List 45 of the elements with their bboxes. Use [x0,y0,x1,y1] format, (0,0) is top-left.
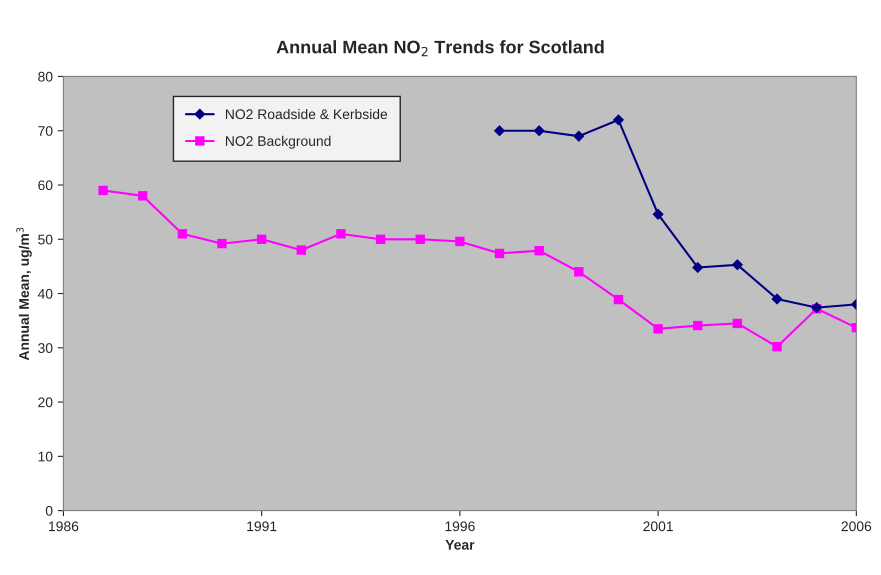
x-tick-label: 2001 [643,521,673,532]
point [732,259,743,270]
y-tick-label: 30 [38,343,52,353]
point [296,245,306,255]
y-tick-label: 20 [38,397,52,408]
legend-label: NO2 Background [226,136,330,149]
y-tick-label: 80 [38,72,52,82]
y-tick-label: 10 [38,452,52,462]
point [574,267,584,277]
x-axis-title: Year [445,540,474,550]
x-tick-label: 1996 [445,521,475,532]
point [455,236,465,246]
x-tick-label: 1991 [247,521,276,532]
y-axis-title: Annual Mean, ug/m$^{3}$ [16,228,32,360]
y-tick-label: 70 [38,126,52,136]
legend-label: NO2 Roadside & Kerbside [226,108,388,120]
point [653,324,663,334]
point [494,248,504,258]
point [772,342,782,352]
y-tick-label: 40 [38,288,52,299]
point [256,234,266,244]
point [336,229,346,239]
chart-title: Annual Mean NO$_{2}$ Trends for Scotland [276,40,604,56]
point [494,125,505,136]
point [534,246,544,256]
point [772,294,782,304]
point [98,186,108,196]
point [573,130,584,142]
x-tick-label: 1986 [49,521,78,532]
point [376,234,386,244]
point [534,125,545,136]
point [732,318,742,328]
y-tick-label: 60 [38,180,52,190]
point [614,294,624,304]
point [613,114,624,126]
point [217,238,227,248]
point [138,191,148,201]
y-tick-label: 0 [46,506,52,516]
point [693,320,702,330]
point [178,229,188,239]
point [416,234,425,244]
point [652,208,664,220]
point [692,262,704,273]
y-tick-label: 50 [38,234,52,244]
x-tick-label: 2006 [842,521,872,532]
